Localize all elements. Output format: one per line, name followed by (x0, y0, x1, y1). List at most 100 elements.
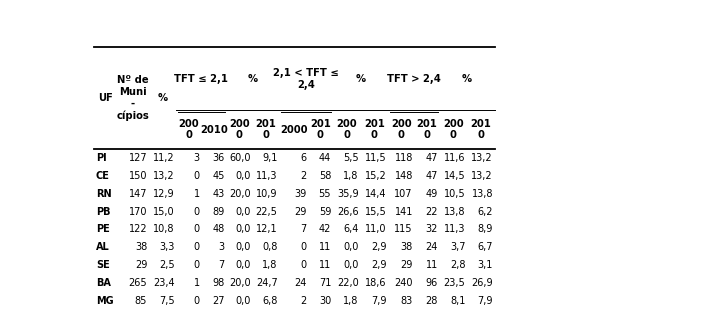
Text: 14,5: 14,5 (443, 171, 466, 181)
Text: 42: 42 (319, 225, 331, 235)
Text: 6,7: 6,7 (478, 242, 493, 252)
Text: 200
0: 200 0 (178, 119, 199, 140)
Text: 0: 0 (300, 242, 307, 252)
Text: 10,9: 10,9 (256, 189, 277, 199)
Text: 11,2: 11,2 (153, 153, 175, 163)
Text: 47: 47 (426, 171, 438, 181)
Text: 71: 71 (319, 278, 331, 288)
Text: 201
0: 201 0 (471, 119, 491, 140)
Text: 11: 11 (319, 260, 331, 270)
Text: 20,0: 20,0 (230, 278, 251, 288)
Text: 2010: 2010 (200, 125, 227, 135)
Text: 201
0: 201 0 (416, 119, 438, 140)
Text: %: % (158, 93, 168, 103)
Text: 1,8: 1,8 (344, 296, 359, 306)
Text: 200
0: 200 0 (337, 119, 357, 140)
Text: 28: 28 (426, 296, 438, 306)
Text: 43: 43 (212, 189, 225, 199)
Text: 3: 3 (193, 153, 200, 163)
Text: 11,3: 11,3 (256, 171, 277, 181)
Text: 201
0: 201 0 (364, 119, 385, 140)
Text: 0: 0 (300, 260, 307, 270)
Text: 1,8: 1,8 (262, 260, 277, 270)
Text: 15,2: 15,2 (364, 171, 386, 181)
Text: 11: 11 (426, 260, 438, 270)
Text: 7: 7 (300, 225, 307, 235)
Text: 13,2: 13,2 (471, 153, 493, 163)
Text: TFT ≤ 2,1: TFT ≤ 2,1 (174, 74, 228, 84)
Text: 24,7: 24,7 (256, 278, 277, 288)
Text: 13,2: 13,2 (471, 171, 493, 181)
Text: 24: 24 (294, 278, 307, 288)
Text: 48: 48 (212, 225, 225, 235)
Text: AL: AL (96, 242, 110, 252)
Text: 200
0: 200 0 (229, 119, 250, 140)
Text: 23,4: 23,4 (153, 278, 175, 288)
Text: 0: 0 (193, 260, 200, 270)
Text: 89: 89 (212, 207, 225, 217)
Text: 26,6: 26,6 (337, 207, 359, 217)
Text: 6,8: 6,8 (262, 296, 277, 306)
Text: 201
0: 201 0 (255, 119, 277, 140)
Text: 0,8: 0,8 (262, 242, 277, 252)
Text: 45: 45 (212, 171, 225, 181)
Text: 14,4: 14,4 (365, 189, 386, 199)
Text: 85: 85 (135, 296, 147, 306)
Text: 3,3: 3,3 (160, 242, 175, 252)
Text: 11,6: 11,6 (444, 153, 466, 163)
Text: 60,0: 60,0 (230, 153, 251, 163)
Text: 265: 265 (128, 278, 147, 288)
Text: 23,5: 23,5 (443, 278, 466, 288)
Text: PI: PI (96, 153, 106, 163)
Text: 29: 29 (401, 260, 413, 270)
Text: 1: 1 (193, 189, 200, 199)
Text: 26,9: 26,9 (471, 278, 493, 288)
Text: 240: 240 (394, 278, 413, 288)
Text: 0,0: 0,0 (344, 242, 359, 252)
Text: 83: 83 (401, 296, 413, 306)
Text: 13,8: 13,8 (444, 207, 466, 217)
Text: 59: 59 (319, 207, 331, 217)
Text: 2: 2 (300, 171, 307, 181)
Text: 141: 141 (394, 207, 413, 217)
Text: 118: 118 (394, 153, 413, 163)
Text: 0,0: 0,0 (236, 296, 251, 306)
Text: 107: 107 (394, 189, 413, 199)
Text: 7,9: 7,9 (371, 296, 386, 306)
Text: 32: 32 (426, 225, 438, 235)
Text: 27: 27 (212, 296, 225, 306)
Text: 2,5: 2,5 (159, 260, 175, 270)
Text: 38: 38 (401, 242, 413, 252)
Text: 12,9: 12,9 (153, 189, 175, 199)
Text: 10,5: 10,5 (443, 189, 466, 199)
Text: 1,8: 1,8 (344, 171, 359, 181)
Text: CE: CE (96, 171, 110, 181)
Text: 0: 0 (193, 296, 200, 306)
Text: 2,8: 2,8 (450, 260, 466, 270)
Text: 6: 6 (300, 153, 307, 163)
Text: 44: 44 (319, 153, 331, 163)
Text: 1: 1 (193, 278, 200, 288)
Text: 8,1: 8,1 (450, 296, 466, 306)
Text: 201
0: 201 0 (310, 119, 331, 140)
Text: 22: 22 (425, 207, 438, 217)
Text: 55: 55 (319, 189, 331, 199)
Text: 0: 0 (193, 171, 200, 181)
Text: 11,3: 11,3 (444, 225, 466, 235)
Text: 200
0: 200 0 (391, 119, 411, 140)
Text: 115: 115 (394, 225, 413, 235)
Text: 11,0: 11,0 (365, 225, 386, 235)
Text: 0: 0 (193, 242, 200, 252)
Text: 11: 11 (319, 242, 331, 252)
Text: 2: 2 (300, 296, 307, 306)
Text: 7: 7 (218, 260, 225, 270)
Text: 22,5: 22,5 (256, 207, 277, 217)
Text: 7,5: 7,5 (159, 296, 175, 306)
Text: RN: RN (96, 189, 111, 199)
Text: 12,1: 12,1 (256, 225, 277, 235)
Text: 127: 127 (128, 153, 147, 163)
Text: 30: 30 (319, 296, 331, 306)
Text: 13,2: 13,2 (153, 171, 175, 181)
Text: 148: 148 (394, 171, 413, 181)
Text: 15,5: 15,5 (364, 207, 386, 217)
